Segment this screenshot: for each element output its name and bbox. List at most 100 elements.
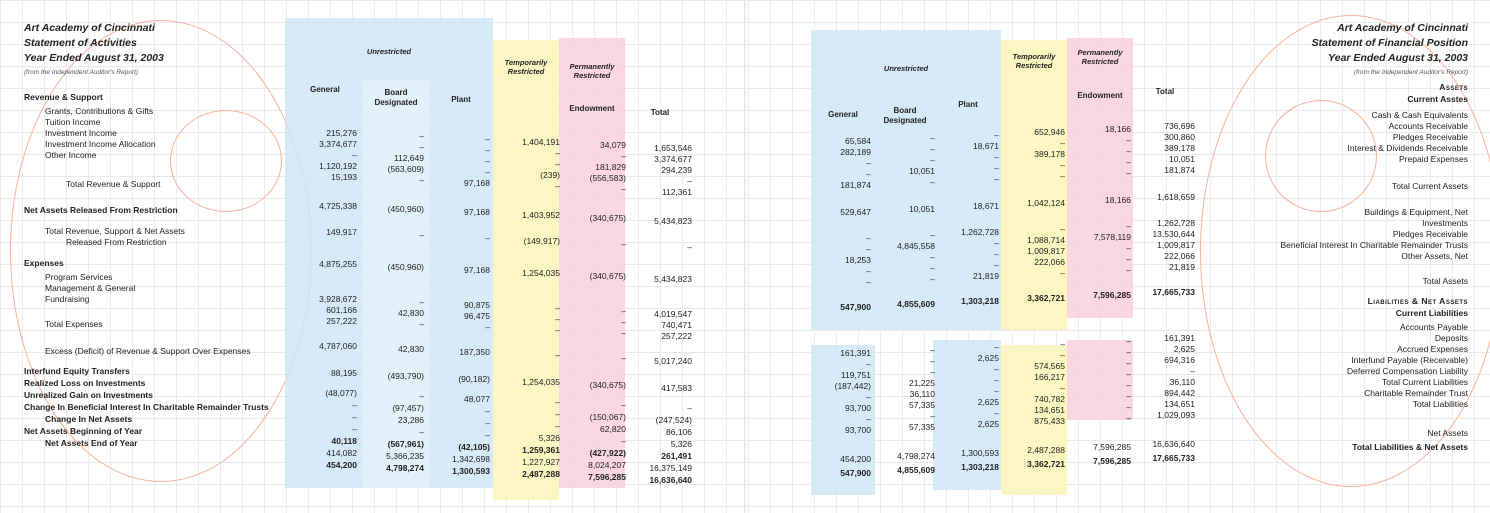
decorative-arc [1265,100,1377,212]
cell-value: 4,855,609 [897,299,935,309]
cell-value: 119,751 [840,370,871,380]
row-label: Released From Restriction [66,237,167,247]
cell-value: – [621,436,626,446]
cell-value: – [994,364,999,374]
cell-value: – [485,134,490,144]
report-title-line-3: Year Ended August 31, 2003 [1328,52,1468,64]
cell-value: – [994,163,999,173]
cell-value: – [930,263,935,273]
cell-value: 4,845,558 [897,241,935,251]
cell-value: – [930,411,935,421]
cell-value: – [866,277,871,287]
permanently-restricted-band-2 [1067,340,1133,420]
cell-value: 181,874 [840,180,871,190]
cell-value: – [555,325,560,335]
cell-value: 5,434,823 [654,274,692,284]
cell-value: 300,860 [1164,132,1195,142]
cell-value: – [994,249,999,259]
cell-value: – [419,142,424,152]
row-label: Current Liabilities [1395,308,1468,318]
cell-value: – [687,242,692,252]
cell-value: 2,625 [977,397,999,407]
col-board-designated: Board Designated [883,106,927,125]
cell-value: – [1060,171,1065,181]
cell-value: – [994,130,999,140]
cell-value: 1,262,728 [1157,218,1195,228]
cell-value: – [352,412,357,422]
cell-value: – [930,230,935,240]
cell-value: (187,442) [834,381,871,391]
row-label: Total Current Liabilities [1382,377,1468,387]
row-label: Deposits [1434,333,1468,343]
cell-value: – [1060,138,1065,148]
permanently-restricted-band [559,38,625,488]
cell-value: 601,166 [326,305,357,315]
row-label: Pledges Receivable [1392,229,1468,239]
cell-value: 7,596,285 [1093,442,1131,452]
board-designated-band [362,80,430,488]
cell-value: (149,917) [523,236,560,246]
cell-value: – [1126,380,1131,390]
cell-value: – [930,133,935,143]
cell-value: 4,725,338 [319,201,357,211]
col-general: General [828,110,858,119]
row-label: Accounts Payable [1399,322,1468,332]
row-label: Change In Beneficial Interest In Charita… [24,402,269,412]
cell-value: 1,303,218 [961,462,999,472]
cell-value: – [621,328,626,338]
cell-value: 1,009,817 [1157,240,1195,250]
cell-value: 5,434,823 [654,216,692,226]
report-subtitle: (from the Independent Auditor's Report) [24,69,139,76]
cell-value: – [485,156,490,166]
cell-value: – [555,159,560,169]
cell-value: – [1126,402,1131,412]
row-label: Net Assets End of Year [45,438,138,448]
cell-value: – [994,260,999,270]
cell-value: – [555,409,560,419]
cell-value: (42,105) [458,442,490,452]
cell-value: 42,830 [398,308,424,318]
row-label: Pledges Receivable [1392,132,1468,142]
col-permanently-restricted: Permanently Restricted [569,62,615,80]
cell-value: – [1190,366,1195,376]
cell-value: 1,303,218 [961,296,999,306]
col-plant: Plant [958,100,978,109]
cell-value: – [621,306,626,316]
cell-value: 5,017,240 [654,356,692,366]
cell-value: 97,168 [464,207,490,217]
cell-value: 97,168 [464,178,490,188]
cell-value: – [1126,135,1131,145]
cell-value: 10,051 [909,166,935,176]
cell-value: 57,335 [909,400,935,410]
cell-value: – [485,233,490,243]
cell-value: – [352,400,357,410]
cell-value: 1,088,714 [1027,235,1065,245]
cell-value: (97,457) [392,403,424,413]
cell-value: – [621,400,626,410]
row-label: Interest & Dividends Receivable [1347,143,1468,153]
cell-value: 261,491 [661,451,692,461]
cell-value: – [930,252,935,262]
cell-value: – [866,244,871,254]
row-label: Fundraising [45,294,90,304]
cell-value: – [866,414,871,424]
cell-value: – [1060,383,1065,393]
cell-value: – [866,266,871,276]
row-label: Expenses [24,258,64,268]
cell-value: 1,259,361 [522,445,560,455]
cell-value: 1,300,593 [452,466,490,476]
cell-value: 10,051 [909,204,935,214]
cell-value: 3,928,672 [319,294,357,304]
cell-value: 134,651 [1164,399,1195,409]
cell-value: 3,362,721 [1027,293,1065,303]
cell-value: 875,433 [1034,416,1065,426]
cell-value: 3,362,721 [1027,459,1065,469]
row-label: Deferred Compensation Liability [1347,366,1468,376]
cell-value: 4,787,060 [319,341,357,351]
cell-value: 161,391 [840,348,871,358]
row-label: Tuition Income [45,117,101,127]
cell-value: 389,178 [1164,143,1195,153]
page-fold [744,0,746,513]
report-title-line-1: Art Academy of Cincinnati [1337,22,1468,34]
row-label: Program Services [45,272,113,282]
